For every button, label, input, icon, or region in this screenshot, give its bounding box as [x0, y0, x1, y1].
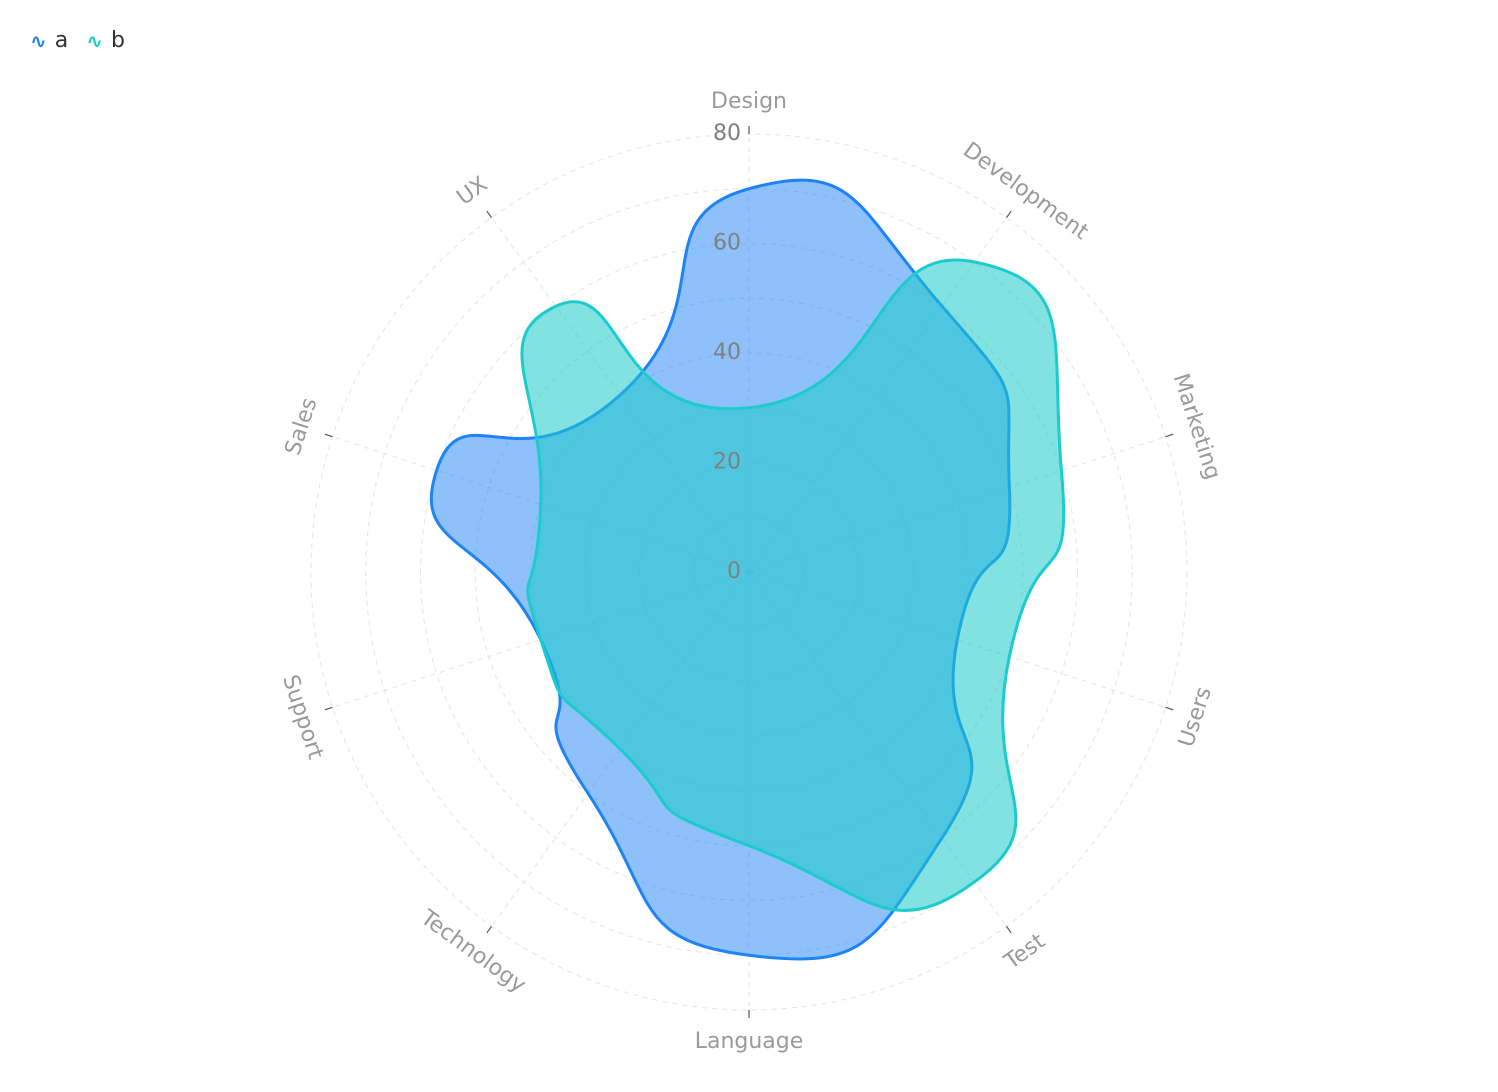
legend-label-b: b: [111, 28, 125, 53]
axis-label-sales: Sales: [281, 395, 323, 458]
axis-label-development: Development: [958, 138, 1093, 245]
axis-label-marketing: Marketing: [1168, 371, 1226, 483]
axis-tick: [1005, 210, 1012, 219]
axis-label-ux: UX: [452, 172, 492, 211]
axis-label-design: Design: [711, 89, 787, 114]
series: [429, 178, 1066, 961]
legend-item-a[interactable]: ∿ a: [30, 28, 68, 53]
wave-icon: ∿: [86, 28, 104, 53]
series-b-area[interactable]: [520, 258, 1066, 913]
axis-tick: [486, 210, 493, 219]
axis-tick: [1165, 433, 1174, 438]
legend-label-a: a: [54, 28, 69, 53]
axis-label-users: Users: [1174, 684, 1217, 750]
radial-tick-label: 20: [713, 450, 741, 475]
radial-tick-label: 60: [713, 231, 741, 256]
axis-label-support: Support: [277, 672, 328, 763]
axis-label-language: Language: [695, 1029, 804, 1054]
radial-tick-label: 0: [727, 559, 741, 584]
radial-tick-label: 80: [713, 121, 741, 146]
axis-label-test: Test: [999, 929, 1050, 975]
radial-ticks: 0 20 40 60 80: [713, 121, 741, 584]
axis-tick: [1005, 925, 1012, 934]
axis-tick: [324, 706, 333, 711]
axis-label-technology: Technology: [415, 905, 530, 998]
axis-tick: [1165, 706, 1174, 711]
axis-tick: [486, 925, 493, 934]
legend: ∿ a ∿ b: [30, 28, 125, 53]
axis-tick: [324, 433, 333, 438]
wave-icon: ∿: [30, 28, 47, 53]
legend-item-b[interactable]: ∿ b: [86, 28, 125, 53]
grid-ring: [420, 243, 1078, 901]
radial-tick-label: 40: [713, 340, 741, 365]
